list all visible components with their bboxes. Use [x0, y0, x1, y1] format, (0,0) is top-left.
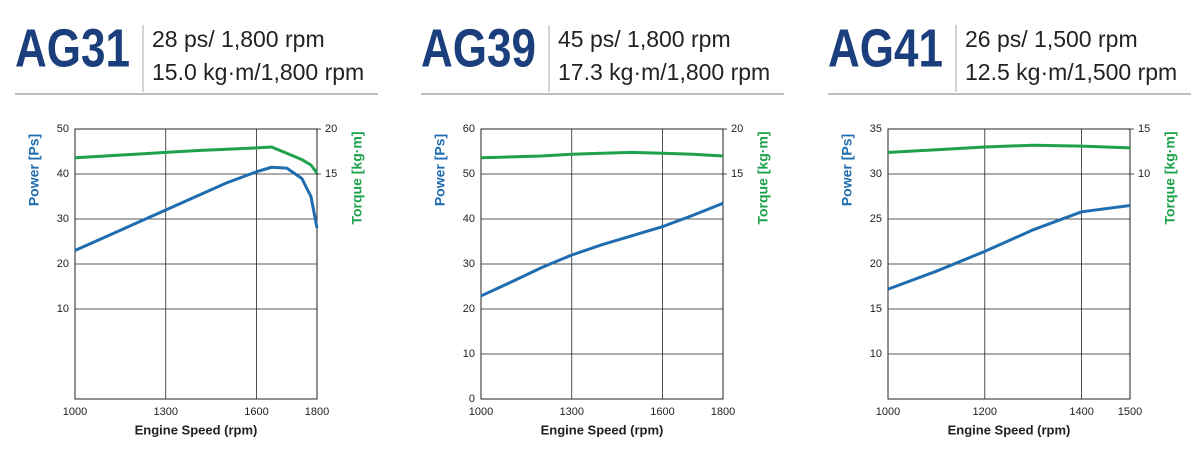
y2-tick-label: 20 — [731, 123, 743, 135]
x-tick-label: 1500 — [1118, 406, 1142, 418]
power-line — [480, 201, 724, 298]
x-axis-label: Engine Speed (rpm) — [541, 422, 664, 437]
x-axis-label: Engine Speed (rpm) — [135, 422, 258, 437]
spec-line: 28 ps/ 1,800 rpm — [152, 26, 325, 52]
spec-line: 12.5 kg·m/1,500 rpm — [965, 59, 1177, 85]
y2-tick-label: 15 — [325, 168, 337, 180]
y-tick-label: 35 — [870, 123, 882, 135]
y-tick-label: 20 — [463, 303, 475, 315]
y-axis-label: Power [Ps] — [839, 134, 855, 206]
model-name: AG31 — [15, 18, 130, 78]
y2-tick-label: 20 — [325, 123, 337, 135]
x-tick-label: 1400 — [1069, 406, 1093, 418]
y2-tick-label: 15 — [731, 168, 743, 180]
x-tick-label: 1800 — [305, 406, 329, 418]
torque-line — [480, 150, 724, 160]
y-tick-label: 10 — [57, 303, 69, 315]
y-axis-label: Power [Ps] — [26, 134, 42, 206]
y-tick-label: 10 — [870, 348, 882, 360]
y-tick-label: 30 — [57, 213, 69, 225]
y-tick-label: 40 — [463, 213, 475, 225]
y-tick-label: 20 — [870, 258, 882, 270]
y2-tick-label: 15 — [1138, 123, 1150, 135]
model-name: AG39 — [421, 18, 536, 78]
spec-line: 15.0 kg·m/1,800 rpm — [152, 59, 364, 85]
y-tick-label: 30 — [463, 258, 475, 270]
x-tick-label: 1000 — [63, 406, 87, 418]
x-tick-label: 1000 — [876, 406, 900, 418]
torque-line — [74, 145, 319, 174]
x-tick-label: 1600 — [244, 406, 268, 418]
y-tick-label: 20 — [57, 258, 69, 270]
y-tick-label: 50 — [57, 123, 69, 135]
y-axis-label: Power [Ps] — [432, 134, 448, 206]
model-name: AG41 — [828, 18, 943, 78]
y-tick-label: 10 — [463, 348, 475, 360]
y2-tick-label: 10 — [1138, 168, 1150, 180]
y-tick-label: 60 — [463, 123, 475, 135]
power-line — [74, 165, 319, 252]
x-tick-label: 1300 — [154, 406, 178, 418]
y-tick-label: 40 — [57, 168, 69, 180]
x-tick-label: 1200 — [973, 406, 997, 418]
y2-axis-label: Torque [kg·m] — [755, 131, 771, 224]
x-axis-label: Engine Speed (rpm) — [948, 422, 1071, 437]
y2-axis-label: Torque [kg·m] — [349, 131, 365, 224]
spec-line: 26 ps/ 1,500 rpm — [965, 26, 1138, 52]
y-tick-label: 15 — [870, 303, 882, 315]
y-tick-label: 0 — [469, 393, 475, 405]
x-tick-label: 1000 — [469, 406, 493, 418]
spec-line: 45 ps/ 1,800 rpm — [558, 26, 731, 52]
spec-line: 17.3 kg·m/1,800 rpm — [558, 59, 770, 85]
y-tick-label: 50 — [463, 168, 475, 180]
y-tick-label: 30 — [870, 168, 882, 180]
torque-line — [887, 143, 1131, 154]
y2-axis-label: Torque [kg·m] — [1162, 131, 1178, 224]
x-tick-label: 1600 — [650, 406, 674, 418]
x-tick-label: 1300 — [560, 406, 584, 418]
power-line — [887, 204, 1131, 291]
y-tick-label: 25 — [870, 213, 882, 225]
x-tick-label: 1800 — [711, 406, 735, 418]
